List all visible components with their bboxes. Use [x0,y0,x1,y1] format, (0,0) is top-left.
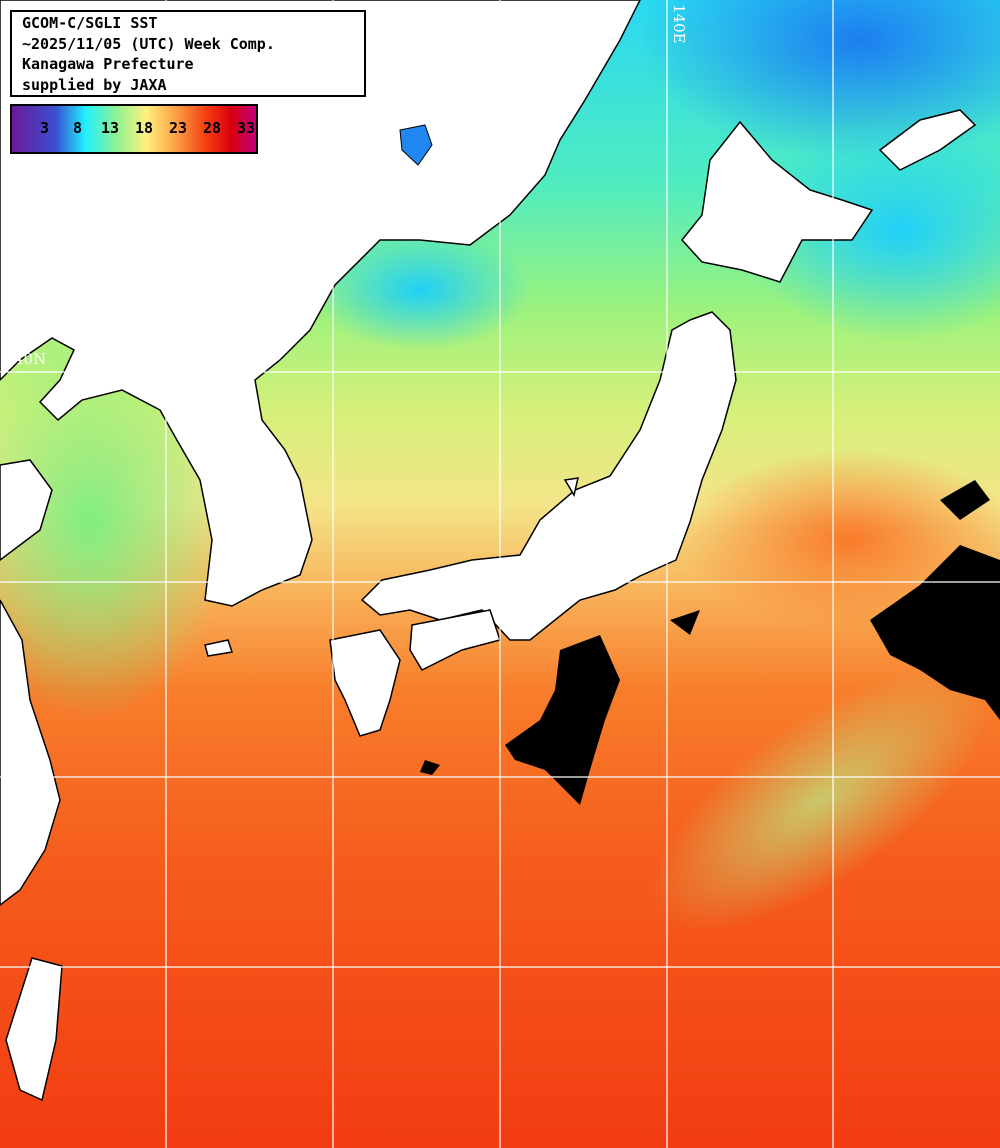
cloud-patch-east [870,545,1000,720]
cloud-masks [420,480,1000,805]
cloud-patch-small [420,760,440,775]
legend-tick: 33 [237,119,256,137]
land-shandong [0,459,53,561]
warm-water-east [680,450,1000,630]
title-box: GCOM-C/SGLI SST ~2025/11/05 (UTC) Week C… [10,10,366,97]
legend-tick: 13 [101,119,120,137]
cloud-patch-south-honshu [505,635,620,805]
lon-label-140e: 140E [670,4,688,44]
title-line-date: ~2025/11/05 (UTC) Week Comp. [22,34,275,53]
land-taiwan [5,957,63,1102]
land-jeju [204,639,233,657]
color-scale-legend: 3 8 13 18 23 28 33 [10,104,258,154]
title-line-region: Kanagawa Prefecture [22,55,194,73]
legend-tick: 18 [135,119,154,137]
land-china-coast [0,599,61,906]
legend-tick: 28 [203,119,222,137]
land-sakhalin-kurils [878,109,977,171]
cold-water-ne [640,0,1000,160]
lake [399,124,433,166]
lat-label-40n: 40N [14,350,47,368]
land-sado [563,477,579,497]
cyan-water-japan-sea [310,230,530,350]
title-line-satellite: GCOM-C/SGLI SST [22,14,158,32]
cloud-patch-east-2 [940,480,990,520]
title-line-credit: supplied by JAXA [22,75,167,94]
cloud-patch-southeast [670,610,700,635]
cyan-water-ne [740,120,1000,340]
mixed-water-se [649,667,991,933]
legend-tick: 8 [73,119,83,137]
land-hokkaido [681,120,874,283]
land-shikoku [409,609,501,671]
legend-tick: 23 [169,119,188,137]
legend-tick: 3 [40,119,50,137]
land-kyushu [329,629,401,737]
